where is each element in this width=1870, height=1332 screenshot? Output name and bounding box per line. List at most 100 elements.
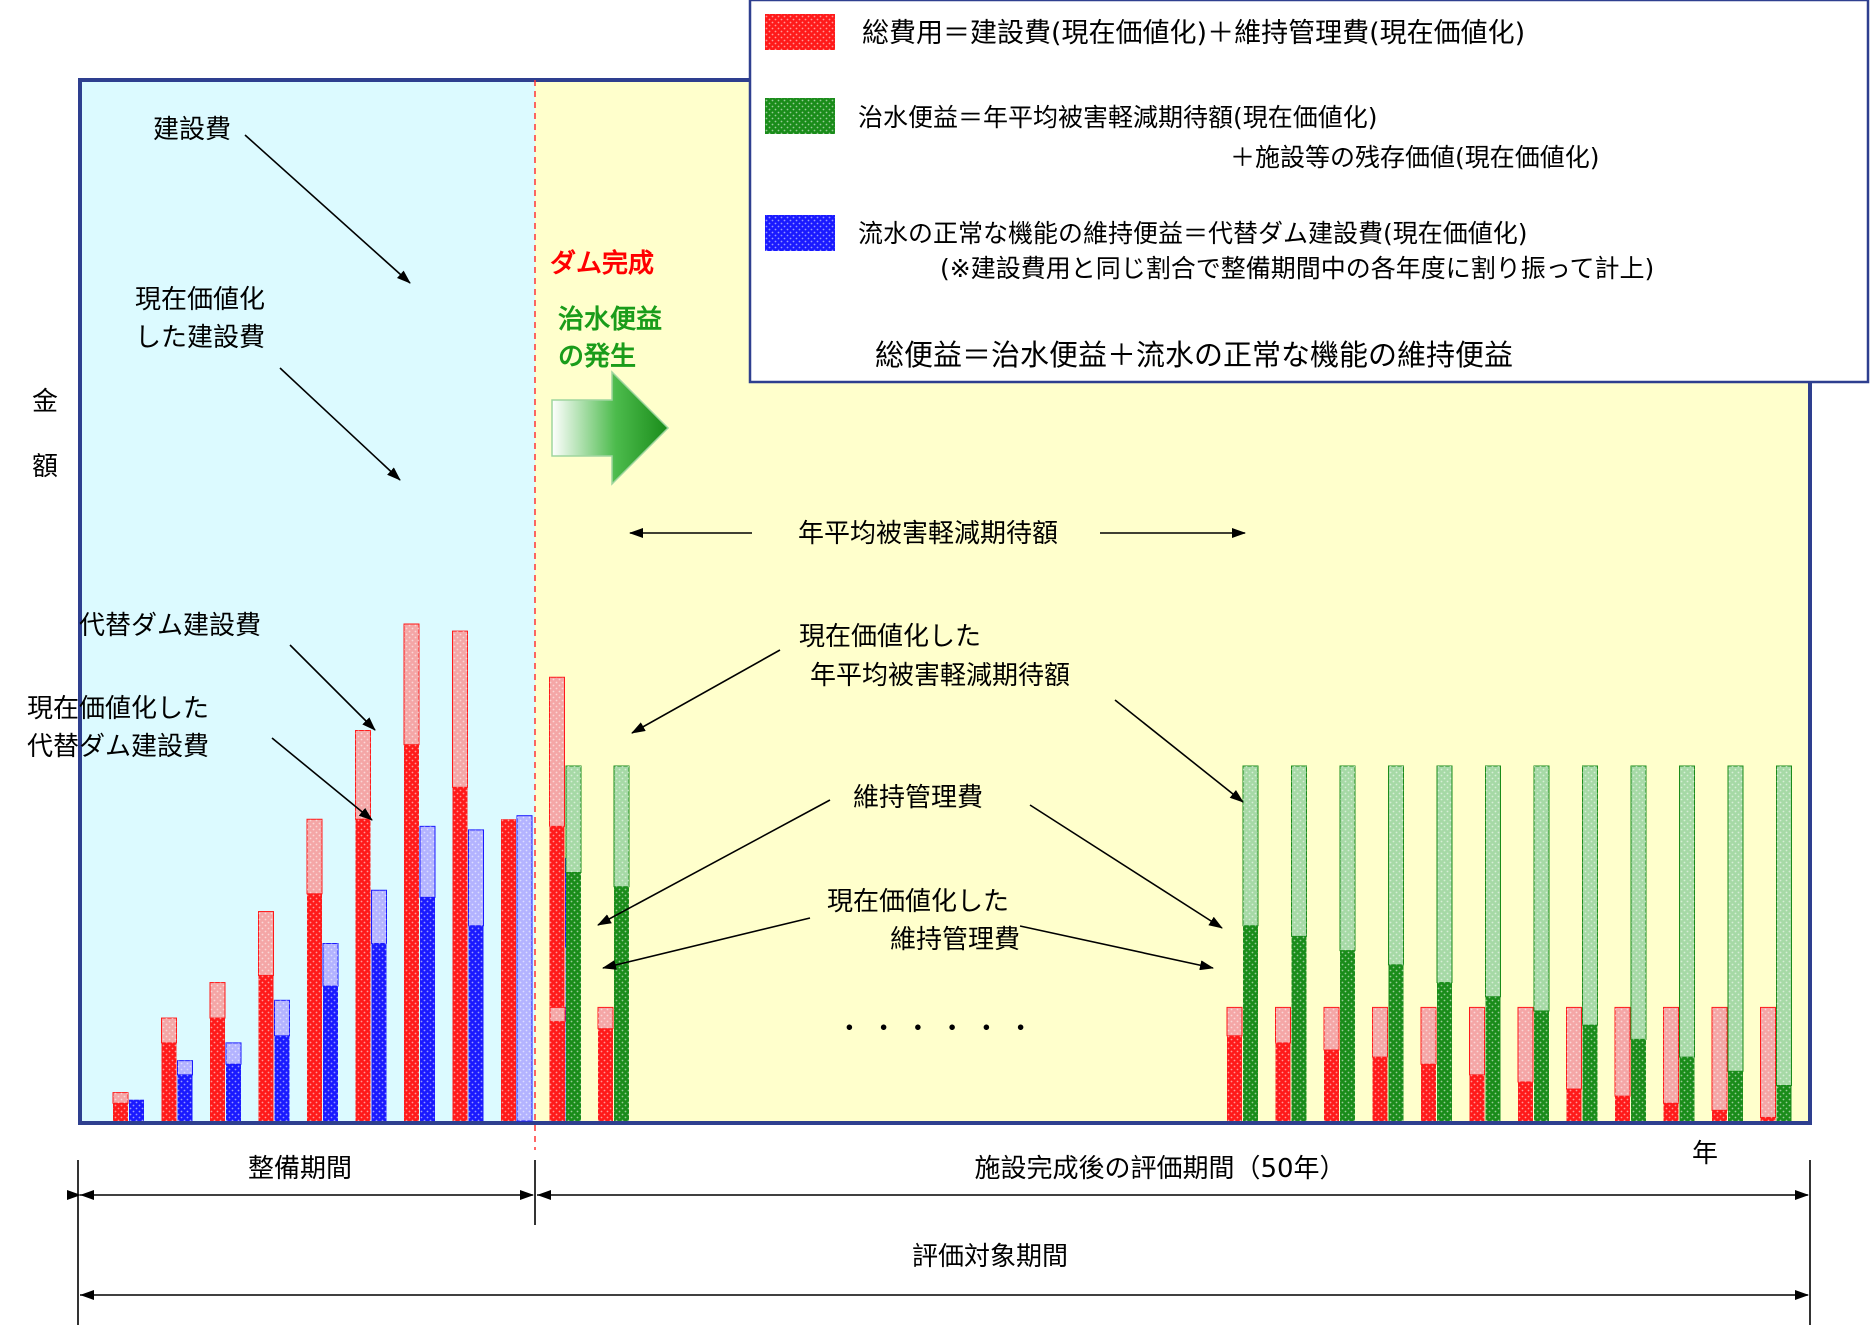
x-axis-label: 年 [1692,1139,1718,1169]
ellipsis-label: ・ ・ ・ ・ ・ ・ [836,1014,1033,1044]
alt-dam-cost-bar-2-undiscounted-texture [177,1060,193,1075]
damage-reduction-bar-7-undiscounted-texture [1437,766,1452,983]
damage-reduction-bar-10 [1582,765,1598,1121]
damage-reduction-bar-8-present-value-texture [1485,996,1501,1121]
evaluation-period-label: 施設完成後の評価期間（50年） [974,1154,1345,1184]
maintenance-bar-5-present-value-texture [1324,1050,1339,1121]
maintenance-bar-9-present-value-texture [1518,1081,1533,1121]
alt-dam-cost-bar-1-present-value-texture [129,1099,144,1121]
construction-cost-bar-8 [452,630,468,1121]
dam-complete-label: ダム完成 [550,248,654,279]
maintenance-bar-2-undiscounted-texture [598,1007,613,1029]
pv-damage-label-1: 現在価値化した [799,622,981,652]
damage-reduction-bar-13-undiscounted-texture [1728,766,1743,1072]
arrow-pv-damage-right [1114,699,1244,803]
maintenance-bar-11-present-value-texture [1615,1096,1630,1121]
damage-reduction-bar-8-undiscounted-texture [1485,766,1501,997]
alt-dam-cost-bar-6-present-value-texture [371,943,387,1121]
arrow-construction-cost [244,134,411,284]
maintenance-bar-1-present-value-texture [550,1021,565,1121]
maintenance-bar-14-undiscounted-texture [1760,1007,1776,1118]
maintenance-bar-10-undiscounted-texture [1566,1007,1582,1090]
maintenance-bar-1 [549,1006,566,1121]
construction-cost-bar-3-undiscounted-texture [210,982,225,1019]
pv-damage-label-2: 年平均被害軽減期待額 [810,661,1070,691]
alt-dam-cost-bar-9 [516,815,533,1122]
damage-reduction-bar-7-present-value-texture [1437,982,1452,1121]
legend-swatch-water-dots [765,215,835,251]
damage-reduction-bar-10-present-value-texture [1582,1025,1598,1121]
legend-water-text-2: (※建設費用と同じ割合で整備期間中の各年度に割り振って計上) [940,254,1654,283]
alt-dam-cost-bar-4-present-value-texture [274,1035,290,1121]
total-left-arrowhead [80,1290,94,1300]
construction-cost-bar-4-present-value-texture [258,975,274,1121]
construction-cost-bar-2-present-value-texture [161,1042,177,1121]
damage-reduction-bar-2-present-value-texture [614,886,629,1121]
construction-cost-bar-5 [306,818,323,1121]
maintenance-bar-6 [1372,1006,1388,1121]
construction-cost-bar-3 [209,982,226,1121]
alt-dam-label: 代替ダム建設費 [79,611,261,641]
construction-cost-bar-10-undiscounted-texture [549,677,565,827]
legend-total-text: 総便益＝治水便益＋流水の正常な機能の維持便益 [875,338,1513,372]
maintenance-bar-6-present-value-texture [1372,1057,1388,1121]
maintenance-bar-13-undiscounted-texture [1712,1007,1727,1111]
alt-dam-cost-bar-3 [225,1042,242,1121]
maintenance-bar-12-undiscounted-texture [1663,1007,1679,1104]
legend-water-text-1: 流水の正常な機能の維持便益＝代替ダム建設費(現在価値化) [858,219,1528,248]
maintenance-bar-9-undiscounted-texture [1518,1007,1533,1082]
construction-left-arrowhead [80,1190,94,1200]
pv-construction-label-2: した建設費 [135,323,265,353]
legend-cost-text: 総費用＝建設費(現在価値化)＋維持管理費(現在価値化) [862,18,1525,49]
alt-dam-cost-bar-4-undiscounted-texture [274,1000,290,1036]
annual-damage-label: 年平均被害軽減期待額 [798,519,1058,549]
arrow-pv-alt [271,737,373,821]
alt-dam-cost-bar-3-undiscounted-texture [226,1042,241,1065]
construction-cost-bar-3-present-value-texture [210,1018,225,1121]
maintenance-bar-7-present-value-texture [1421,1064,1436,1121]
damage-reduction-bar-4-undiscounted-texture [1291,766,1307,937]
alt-dam-cost-bar-8 [468,829,484,1121]
maintenance-bar-14 [1760,1006,1776,1121]
damage-reduction-bar-14 [1776,765,1792,1121]
construction-cost-bar-8-undiscounted-texture [452,631,468,788]
alt-dam-cost-bar-5-undiscounted-texture [323,943,338,987]
legend-swatch-cost-dots [765,14,835,50]
construction-period-label: 整備期間 [248,1154,352,1184]
annotation-arrows [244,134,1246,971]
construction-cost-bar-1-undiscounted-texture [113,1092,128,1104]
maintenance-bar-10-present-value-texture [1566,1089,1582,1121]
alt-dam-cost-bar-5-present-value-texture [323,986,338,1121]
construction-cost-bar-7-present-value-texture [404,744,419,1121]
construction-cost-bar-9 [501,819,516,1121]
construction-cost-bar-6-undiscounted-texture [355,730,371,820]
damage-reduction-bar-14-undiscounted-texture [1776,766,1792,1086]
alt-dam-cost-bar-3-present-value-texture [226,1064,241,1121]
maintenance-bar-8 [1469,1006,1485,1121]
construction-cost-bar-2 [161,1017,177,1121]
damage-reduction-bar-3 [1242,765,1259,1121]
construction-cost-bar-4 [258,911,274,1121]
maintenance-bar-14-present-value-texture [1760,1117,1776,1121]
damage-reduction-bar-11 [1630,765,1647,1121]
construction-cost-bar-9-present-value-texture [501,819,516,1121]
alt-dam-cost-bar-2-present-value-texture [177,1074,193,1121]
maintenance-bar-5-undiscounted-texture [1324,1007,1339,1050]
pv-alt-label-1: 現在価値化した [27,694,209,724]
damage-reduction-bar-6 [1388,765,1404,1121]
pv-alt-label-2: 代替ダム建設費 [27,732,209,762]
damage-reduction-bar-6-undiscounted-texture [1388,766,1404,965]
maintenance-bar-10 [1566,1006,1582,1121]
damage-reduction-bar-12 [1679,765,1695,1121]
legend: 総費用＝建設費(現在価値化)＋維持管理費(現在価値化) 治水便益＝年平均被害軽減… [748,0,1870,384]
maintenance-bar-3-undiscounted-texture [1227,1007,1242,1036]
maintenance-bar-7 [1420,1006,1437,1121]
arrow-pv-damage-left [631,649,781,734]
maintenance-bar-12 [1663,1006,1679,1121]
construction-cost-bar-1-present-value-texture [113,1103,128,1121]
construction-cost-bar-5-undiscounted-texture [307,819,322,894]
damage-reduction-bar-13-present-value-texture [1728,1071,1743,1121]
damage-reduction-bar-8 [1485,765,1501,1121]
damage-reduction-bar-9-undiscounted-texture [1534,766,1549,1011]
